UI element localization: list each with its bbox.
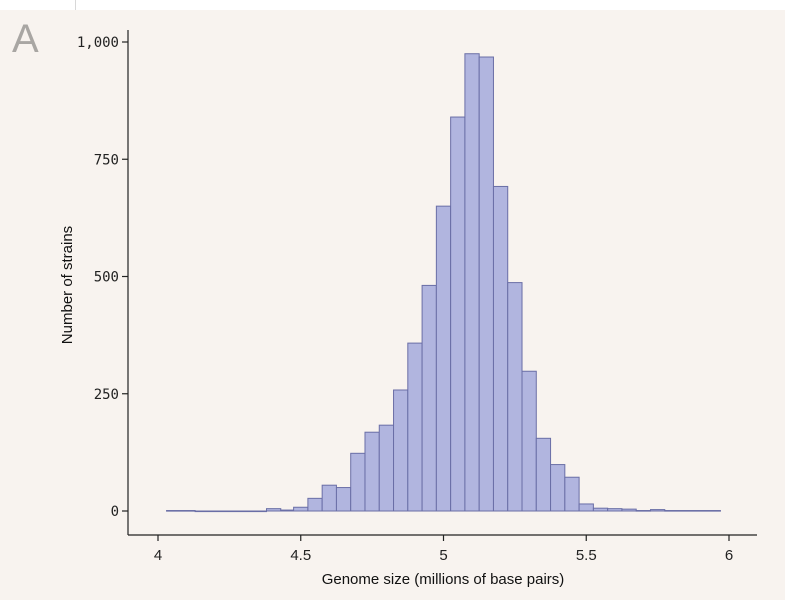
bars-group <box>166 53 721 513</box>
y-axis: 0 250 500 750 1,000 <box>77 30 129 535</box>
histogram-bar <box>166 510 196 512</box>
x-tick-label: 5 <box>439 547 447 564</box>
histogram-bar <box>350 452 366 512</box>
x-tick-label: 4.5 <box>290 547 311 564</box>
histogram-bar <box>635 510 651 512</box>
y-tick-label: 750 <box>94 152 119 168</box>
histogram-bar <box>378 424 395 512</box>
histogram-bar <box>194 510 267 513</box>
histogram-bar <box>265 508 282 512</box>
x-axis: 4 4.5 5 5.5 6 <box>128 534 757 564</box>
histogram-bar <box>649 509 666 512</box>
x-tick-label: 6 <box>725 547 733 564</box>
histogram-bar <box>564 476 580 512</box>
y-axis-label: Number of strains <box>59 226 76 344</box>
histogram-bar <box>280 509 295 512</box>
histogram-bar <box>407 342 423 512</box>
y-tick-label: 0 <box>111 504 119 520</box>
histogram-bar <box>535 437 552 512</box>
x-tick-label: 4 <box>154 547 162 564</box>
histogram-bar <box>492 185 509 512</box>
histogram-bar <box>521 370 537 512</box>
histogram-bar <box>578 503 594 512</box>
x-axis-label: Genome size (millions of base pairs) <box>322 571 565 588</box>
panel-label: A <box>12 17 39 61</box>
histogram-bar <box>664 510 721 512</box>
histogram-bar <box>507 282 523 512</box>
histogram-bar <box>478 56 494 512</box>
y-tick-label: 250 <box>94 387 119 403</box>
histogram-bar <box>335 487 352 512</box>
histogram-bar <box>307 497 323 512</box>
y-tick-label: 500 <box>94 270 119 286</box>
histogram-bar <box>435 205 452 512</box>
histogram-bar <box>607 508 623 512</box>
histogram-bar <box>592 507 609 512</box>
histogram-bar <box>450 116 466 512</box>
histogram-bar <box>464 53 480 512</box>
y-tick-label: 1,000 <box>77 35 119 51</box>
histogram-bar <box>321 484 337 512</box>
x-tick-label: 5.5 <box>576 547 597 564</box>
histogram-bar <box>393 389 409 512</box>
histogram-bar <box>421 284 437 512</box>
top-divider <box>75 0 76 10</box>
histogram-bar <box>621 508 637 512</box>
histogram-bar <box>550 464 566 512</box>
histogram-bar <box>364 431 380 512</box>
histogram-bar <box>293 506 309 512</box>
